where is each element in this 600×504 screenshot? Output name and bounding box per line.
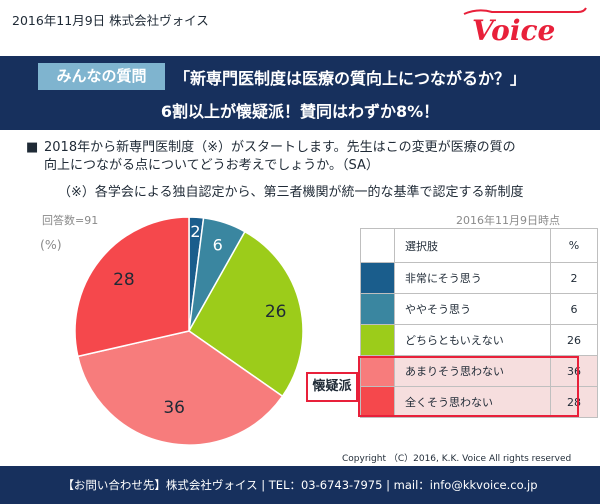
legend-row: どちらともいえない 26 (360, 324, 598, 356)
pie-data-label: 36 (163, 398, 185, 418)
legend-table: 選択肢 % 非常にそう思う 2 ややそう思う 6 どちらともいえない 26 あまりそう思わな… (360, 228, 598, 418)
bullet-square-icon: ■ (26, 140, 39, 155)
pie-data-label: 28 (113, 270, 135, 290)
skeptic-highlight-box (358, 356, 579, 417)
legend-value: 6 (550, 293, 598, 325)
contact-footer: 【お問い合わせ先】株式会社ヴォイス | TEL：03-6743-7975 | m… (0, 466, 600, 504)
legend-label: どちらともいえない (394, 324, 551, 356)
legend-value: 2 (550, 262, 598, 294)
pie-slice (76, 330, 284, 446)
legend-header-row: 選択肢 % (360, 228, 598, 263)
pie-data-label: 6 (213, 235, 223, 254)
legend-label: ややそう思う (394, 293, 551, 325)
pie-data-label: 2 (190, 222, 200, 241)
skeptic-label: 懐疑派 (306, 372, 358, 402)
legend-header-value: % (550, 228, 598, 263)
headline-question: 「新専門医制度は医療の質向上につながるか？」 (174, 69, 527, 88)
legend-header-label: 選択肢 (394, 228, 551, 263)
as-of-date: 2016年11月9日時点 (456, 214, 560, 227)
legend-header-blank (360, 228, 395, 263)
legend-value: 26 (550, 324, 598, 356)
question-note: （※）各学会による独自認定から、第三者機関が統一的な基準で認定する新制度 (58, 185, 524, 200)
copyright: Copyright （C）2016, K.K. Voice All rights… (342, 454, 572, 464)
pie-data-label: 26 (265, 302, 287, 322)
legend-swatch (360, 293, 395, 325)
legend-label: 非常にそう思う (394, 262, 551, 294)
question-text: ■ 2018年から新専門医制度（※）がスタートします。先生はこの変更が医療の質の… (26, 139, 586, 175)
legend-row: 全くそう思わない 28 (360, 386, 598, 418)
legend-value: 28 (550, 386, 598, 418)
logo-text: Voice (472, 14, 555, 47)
legend-swatch (360, 386, 395, 418)
report-date-company: 2016年11月9日 株式会社ヴォイス (12, 13, 209, 28)
legend-row: ややそう思う 6 (360, 293, 598, 325)
voice-logo: Voice (463, 7, 587, 47)
legend-label: 全くそう思わない (394, 386, 551, 418)
pie-slice (188, 230, 304, 398)
unit-label: (%) (40, 237, 62, 252)
question-line-2: 向上につながる点についてどうお考えでしょうか。（SA） (44, 158, 379, 173)
question-line-1: 2018年から新専門医制度（※）がスタートします。先生はこの変更が医療の質の (44, 140, 516, 155)
legend-swatch (360, 324, 395, 356)
response-count: 回答数=91 (42, 214, 99, 227)
headline-result: 6割以上が懐疑派！賛同はわずか8%！ (160, 102, 440, 121)
legend-swatch (360, 262, 395, 294)
legend-row: 非常にそう思う 2 (360, 262, 598, 294)
logo-swoosh (463, 7, 587, 15)
pie-slice (74, 216, 190, 358)
question-badge: みんなの質問 (38, 63, 165, 90)
